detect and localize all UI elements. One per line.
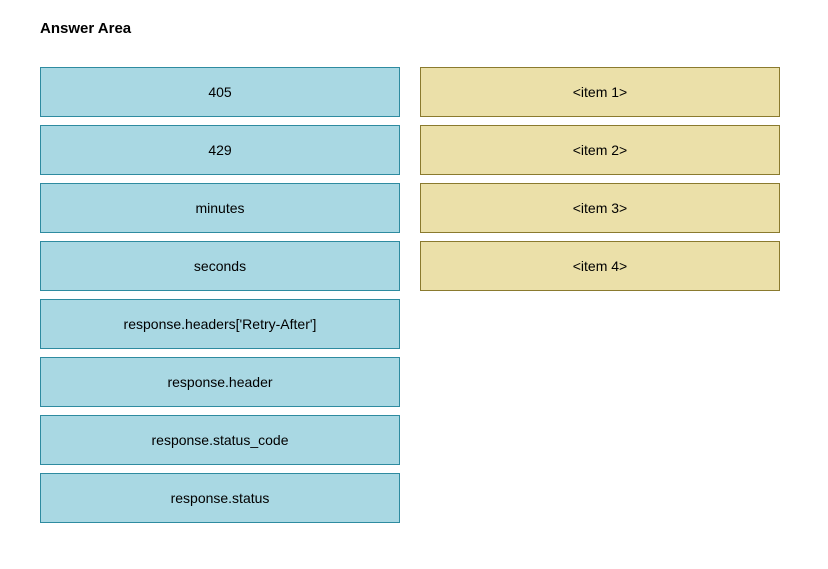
source-tile-label: 429 [208, 142, 231, 158]
source-tile[interactable]: response.status [40, 473, 400, 523]
source-tile-label: response.header [167, 374, 272, 390]
source-tile[interactable]: response.status_code [40, 415, 400, 465]
target-tile-label: <item 3> [573, 200, 627, 216]
source-column: 405 429 minutes seconds response.headers… [40, 67, 400, 523]
target-tile[interactable]: <item 4> [420, 241, 780, 291]
source-tile[interactable]: response.header [40, 357, 400, 407]
source-tile-label: response.headers['Retry-After'] [124, 316, 317, 332]
source-tile[interactable]: response.headers['Retry-After'] [40, 299, 400, 349]
source-tile-label: seconds [194, 258, 246, 274]
source-tile-label: 405 [208, 84, 231, 100]
target-tile[interactable]: <item 2> [420, 125, 780, 175]
target-tile[interactable]: <item 3> [420, 183, 780, 233]
target-column: <item 1> <item 2> <item 3> <item 4> [420, 67, 780, 523]
answer-area-title: Answer Area [40, 20, 788, 37]
source-tile[interactable]: minutes [40, 183, 400, 233]
target-tile-label: <item 1> [573, 84, 627, 100]
target-tile[interactable]: <item 1> [420, 67, 780, 117]
source-tile-label: minutes [195, 200, 244, 216]
columns-container: 405 429 minutes seconds response.headers… [40, 67, 788, 523]
source-tile[interactable]: 429 [40, 125, 400, 175]
target-tile-label: <item 2> [573, 142, 627, 158]
source-tile-label: response.status_code [152, 432, 289, 448]
target-tile-label: <item 4> [573, 258, 627, 274]
source-tile[interactable]: 405 [40, 67, 400, 117]
source-tile-label: response.status [171, 490, 270, 506]
source-tile[interactable]: seconds [40, 241, 400, 291]
